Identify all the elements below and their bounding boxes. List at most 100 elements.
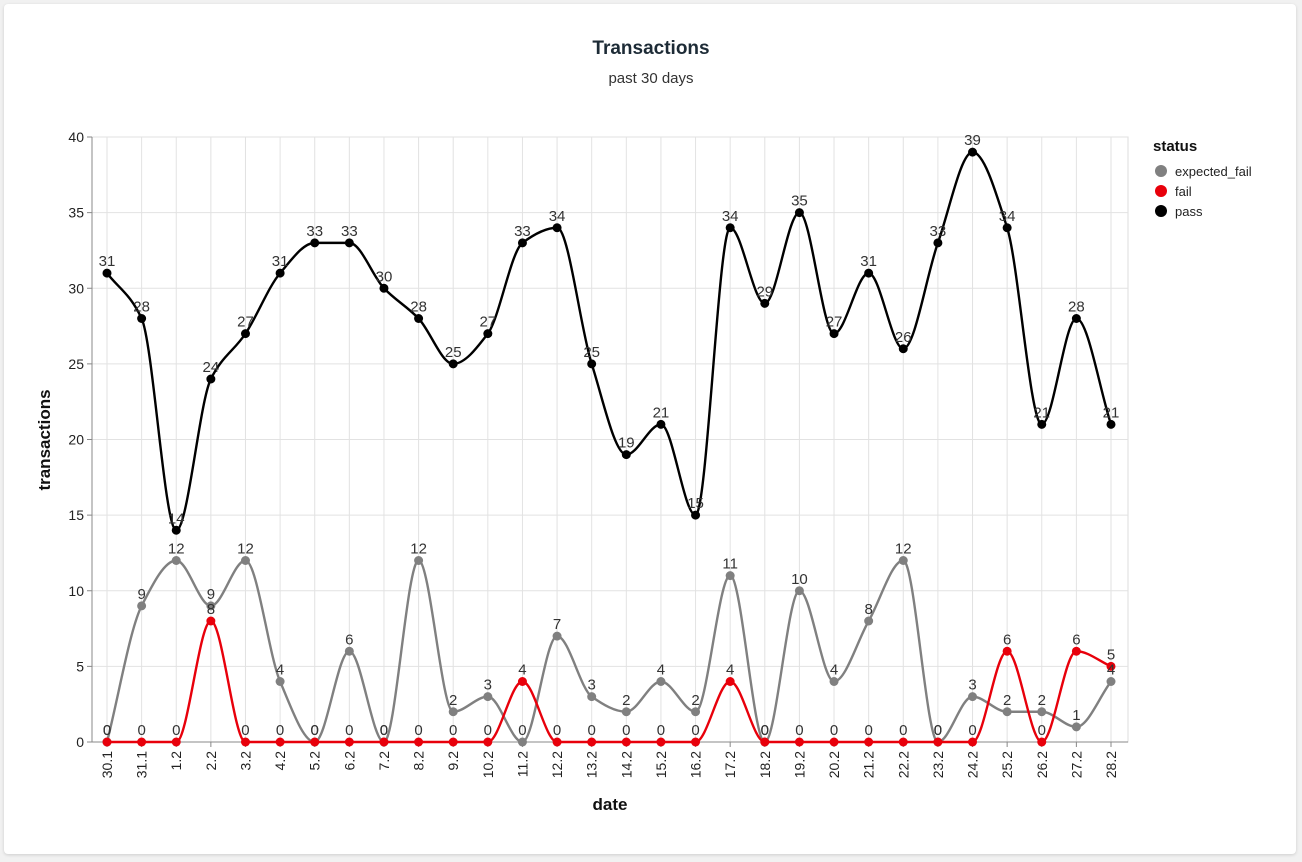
data-point-pass[interactable] xyxy=(206,374,216,384)
data-point-pass[interactable] xyxy=(102,268,112,278)
data-point-fail[interactable] xyxy=(517,677,527,686)
data-point-expected_fail[interactable] xyxy=(517,737,527,747)
data-point-fail[interactable] xyxy=(656,737,666,747)
data-point-pass[interactable] xyxy=(1071,314,1081,323)
data-point-expected_fail[interactable] xyxy=(621,707,631,717)
data-point-expected_fail[interactable] xyxy=(1002,707,1012,717)
data-point-fail[interactable] xyxy=(968,737,978,747)
data-point-expected_fail[interactable] xyxy=(864,616,874,626)
data-point-expected_fail[interactable] xyxy=(171,556,181,565)
data-point-fail[interactable] xyxy=(621,737,631,747)
data-point-pass[interactable] xyxy=(448,359,458,369)
data-point-pass[interactable] xyxy=(691,510,701,520)
data-point-fail[interactable] xyxy=(691,737,701,747)
data-point-fail[interactable] xyxy=(310,737,320,747)
data-point-pass[interactable] xyxy=(968,147,978,157)
data-point-pass[interactable] xyxy=(414,314,424,323)
data-point-pass[interactable] xyxy=(898,344,908,354)
data-label-fail: 8 xyxy=(207,601,215,618)
data-point-expected_fail[interactable] xyxy=(240,556,250,565)
data-label-pass: 31 xyxy=(272,253,289,270)
data-point-fail[interactable] xyxy=(587,737,597,747)
data-point-fail[interactable] xyxy=(552,737,562,747)
x-tick-label: 6.2 xyxy=(341,751,357,771)
data-point-expected_fail[interactable] xyxy=(275,677,285,686)
x-tick-label: 5.2 xyxy=(307,751,323,771)
data-point-fail[interactable] xyxy=(414,737,424,747)
data-label-pass: 34 xyxy=(999,208,1016,225)
data-point-pass[interactable] xyxy=(379,283,389,293)
data-point-fail[interactable] xyxy=(275,737,285,747)
data-point-expected_fail[interactable] xyxy=(691,707,701,717)
legend-item-pass[interactable]: pass xyxy=(1155,204,1203,219)
data-point-expected_fail[interactable] xyxy=(414,556,424,565)
data-point-expected_fail[interactable] xyxy=(1071,722,1081,732)
data-point-pass[interactable] xyxy=(240,329,250,339)
data-point-fail[interactable] xyxy=(829,737,839,747)
data-point-expected_fail[interactable] xyxy=(344,646,354,656)
data-point-fail[interactable] xyxy=(898,737,908,747)
data-point-pass[interactable] xyxy=(171,525,181,535)
series-line-pass xyxy=(106,150,1113,532)
data-point-fail[interactable] xyxy=(1106,661,1116,671)
data-point-expected_fail[interactable] xyxy=(898,556,908,565)
data-point-fail[interactable] xyxy=(137,737,147,747)
data-point-pass[interactable] xyxy=(517,238,527,248)
data-point-fail[interactable] xyxy=(794,737,804,747)
data-point-pass[interactable] xyxy=(275,268,285,278)
data-point-fail[interactable] xyxy=(379,737,389,747)
data-point-pass[interactable] xyxy=(725,223,735,233)
data-point-pass[interactable] xyxy=(760,298,770,308)
data-point-fail[interactable] xyxy=(448,737,458,747)
data-point-fail[interactable] xyxy=(206,616,216,626)
data-label-expected_fail: 0 xyxy=(934,722,942,739)
data-point-pass[interactable] xyxy=(656,419,666,429)
data-point-expected_fail[interactable] xyxy=(794,586,804,596)
data-point-pass[interactable] xyxy=(794,208,804,218)
data-point-expected_fail[interactable] xyxy=(1037,707,1047,717)
data-point-fail[interactable] xyxy=(483,737,493,747)
data-point-pass[interactable] xyxy=(829,329,839,339)
data-point-pass[interactable] xyxy=(1037,419,1047,429)
data-point-fail[interactable] xyxy=(760,737,770,747)
data-point-fail[interactable] xyxy=(102,737,112,747)
data-point-expected_fail[interactable] xyxy=(656,677,666,686)
data-point-expected_fail[interactable] xyxy=(968,692,978,702)
data-point-expected_fail[interactable] xyxy=(1106,677,1116,686)
data-point-fail[interactable] xyxy=(1037,737,1047,747)
data-point-pass[interactable] xyxy=(137,314,147,323)
data-label-expected_fail: 3 xyxy=(484,677,492,694)
data-point-pass[interactable] xyxy=(344,238,354,248)
data-label-expected_fail: 4 xyxy=(276,662,284,679)
data-point-fail[interactable] xyxy=(240,737,250,747)
data-point-fail[interactable] xyxy=(1071,646,1081,656)
data-point-pass[interactable] xyxy=(1002,223,1012,233)
data-point-expected_fail[interactable] xyxy=(587,692,597,702)
data-point-pass[interactable] xyxy=(621,450,631,460)
data-point-expected_fail[interactable] xyxy=(829,677,839,686)
data-label-pass: 24 xyxy=(203,359,220,376)
data-point-expected_fail[interactable] xyxy=(483,692,493,702)
data-point-expected_fail[interactable] xyxy=(552,631,562,641)
data-point-expected_fail[interactable] xyxy=(206,601,216,611)
data-point-pass[interactable] xyxy=(483,329,493,339)
legend-item-expected_fail[interactable]: expected_fail xyxy=(1155,164,1252,179)
data-point-pass[interactable] xyxy=(552,223,562,233)
data-label-pass: 15 xyxy=(687,495,704,512)
data-point-fail[interactable] xyxy=(344,737,354,747)
data-point-pass[interactable] xyxy=(933,238,943,248)
data-point-fail[interactable] xyxy=(864,737,874,747)
data-point-fail[interactable] xyxy=(933,737,943,747)
data-point-fail[interactable] xyxy=(171,737,181,747)
data-point-pass[interactable] xyxy=(310,238,320,248)
data-point-pass[interactable] xyxy=(587,359,597,369)
data-point-fail[interactable] xyxy=(725,677,735,686)
legend-item-fail[interactable]: fail xyxy=(1155,184,1192,199)
data-point-fail[interactable] xyxy=(1002,646,1012,656)
data-point-expected_fail[interactable] xyxy=(448,707,458,717)
data-point-expected_fail[interactable] xyxy=(725,571,735,581)
data-point-expected_fail[interactable] xyxy=(137,601,147,611)
data-point-pass[interactable] xyxy=(1106,419,1116,429)
data-point-pass[interactable] xyxy=(864,268,874,278)
x-tick-label: 27.2 xyxy=(1068,751,1084,778)
